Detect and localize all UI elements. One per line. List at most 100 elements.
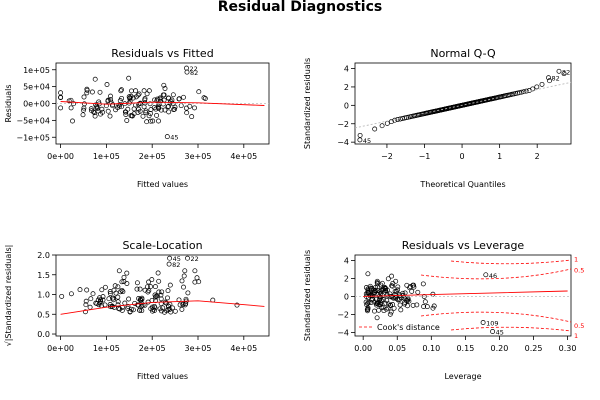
data-point: [137, 307, 142, 313]
data-point: [365, 271, 371, 277]
data-point: [148, 284, 153, 290]
data-point: [81, 94, 87, 100]
data-point: [99, 106, 105, 112]
panel-title: Normal Q-Q: [430, 47, 496, 60]
data-point: [112, 283, 118, 289]
data-point: [381, 308, 387, 314]
x-tick-label: 0.05: [388, 344, 406, 353]
data-point: [94, 105, 100, 111]
data-point: [167, 301, 173, 307]
data-point: [115, 284, 121, 290]
data-point: [480, 320, 486, 325]
y-axis-label: √|Standardized residuals|: [4, 245, 13, 347]
data-point: [183, 105, 189, 111]
data-point: [119, 287, 125, 293]
data-point: [181, 284, 186, 290]
data-point: [382, 285, 388, 290]
data-point: [547, 78, 552, 84]
x-axis-label: Fitted values: [137, 372, 188, 381]
data-point: [111, 297, 116, 303]
data-point: [166, 109, 172, 115]
data-point: [115, 302, 121, 308]
panel-3: Scale-Location Fitted values √|Standardize…: [4, 239, 270, 381]
data-point: [119, 307, 125, 313]
data-point: [490, 329, 496, 334]
data-point: [157, 306, 163, 312]
point-label: 22: [190, 65, 198, 73]
data-point: [126, 75, 132, 81]
data-point: [365, 300, 371, 306]
data-point: [89, 89, 95, 95]
data-point: [118, 289, 123, 295]
x-tick-label: 1: [497, 152, 502, 161]
data-point: [68, 105, 74, 111]
data-point: [393, 278, 399, 284]
data-point: [179, 306, 185, 312]
data-point: [124, 281, 130, 286]
data-point: [404, 298, 410, 304]
data-point: [143, 108, 149, 114]
data-point: [162, 107, 168, 113]
data-point: [124, 270, 130, 276]
data-point: [192, 279, 198, 285]
data-point: [81, 107, 86, 113]
data-point: [107, 291, 113, 296]
data-point: [153, 298, 159, 304]
data-point: [66, 98, 72, 104]
data-point: [125, 303, 131, 309]
page-title: Residual Diagnostics: [217, 0, 383, 15]
y-tick-label: −2: [337, 310, 349, 319]
data-point: [138, 297, 144, 303]
data-point: [415, 289, 421, 295]
data-point: [146, 88, 152, 94]
x-tick-label: 3e+05: [185, 344, 212, 353]
data-point: [140, 113, 146, 119]
y-tick-label: −2: [337, 120, 349, 129]
data-point: [134, 286, 140, 292]
data-point: [530, 86, 536, 92]
data-point: [156, 118, 161, 124]
data-point: [99, 287, 105, 293]
data-point: [103, 103, 109, 109]
data-point: [407, 284, 413, 290]
data-point: [123, 112, 129, 117]
smoother-line: [60, 101, 265, 106]
data-point: [95, 297, 101, 303]
data-point: [374, 301, 379, 307]
data-point: [138, 300, 144, 306]
data-point: [561, 71, 567, 77]
data-point: [192, 268, 198, 274]
data-point: [158, 296, 164, 302]
data-point: [127, 95, 133, 101]
data-point: [406, 298, 412, 304]
data-point: [393, 288, 399, 294]
y-tick-label: 0.0: [37, 330, 50, 339]
data-point: [159, 289, 165, 295]
data-point: [81, 105, 87, 111]
panel-4: Residuals vs Leverage Leverage Standardize…: [303, 239, 584, 381]
y-tick-label: 4: [344, 65, 349, 74]
data-point: [184, 110, 190, 116]
y-tick-label: −5e+04: [16, 116, 50, 125]
data-point: [376, 307, 382, 313]
data-point: [116, 268, 122, 274]
data-point: [58, 90, 64, 96]
data-point: [513, 91, 519, 96]
data-point: [185, 290, 191, 296]
data-point: [121, 274, 127, 280]
data-point: [122, 300, 128, 306]
y-tick-label: 2: [344, 274, 349, 283]
data-point: [398, 307, 404, 313]
data-point: [167, 306, 173, 312]
data-point: [107, 113, 113, 119]
y-axis-label: Residuals: [4, 85, 13, 123]
data-point: [124, 118, 130, 123]
data-point: [119, 279, 125, 285]
x-tick-label: 0.10: [422, 344, 440, 353]
data-point: [149, 304, 155, 310]
smoother-line: [363, 290, 568, 297]
point-label: 45: [363, 137, 371, 145]
point-label: 45: [170, 134, 178, 142]
data-point: [117, 98, 123, 104]
